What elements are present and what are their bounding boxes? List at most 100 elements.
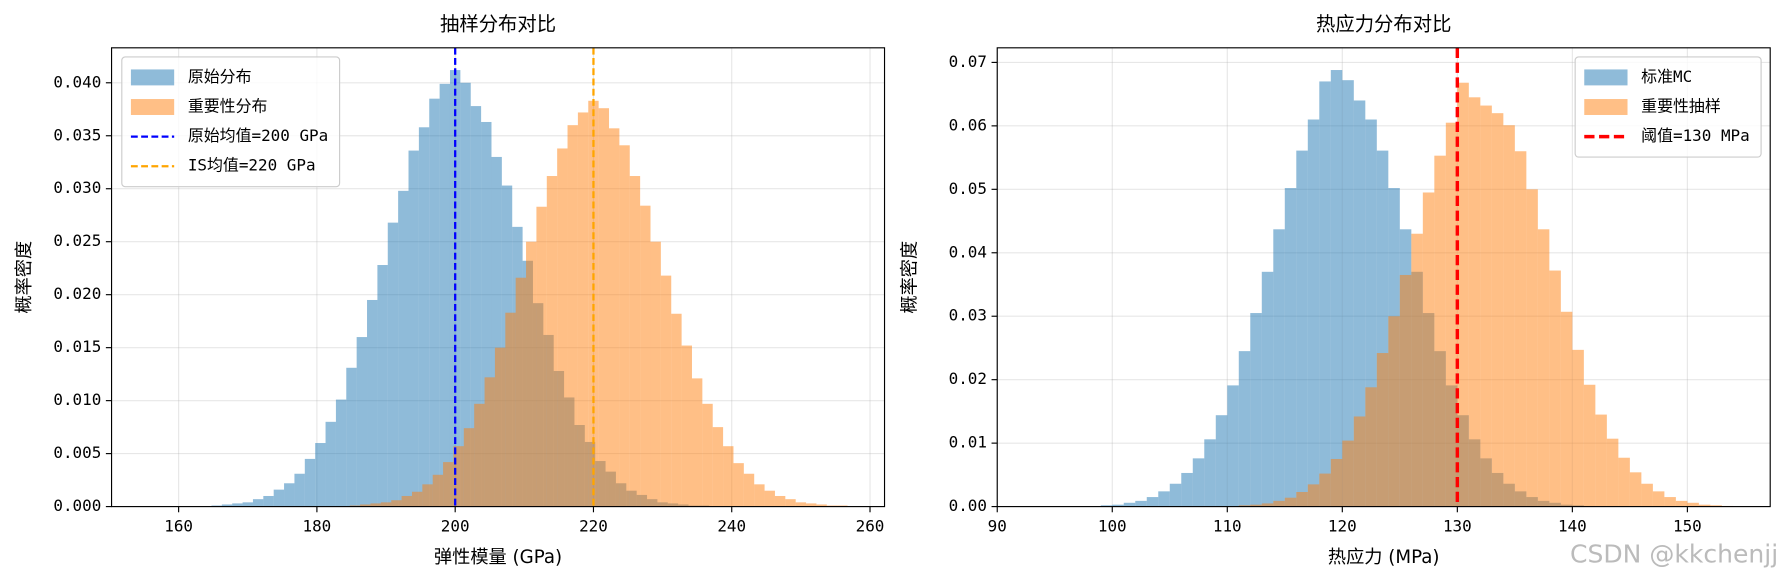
histogram-bar	[1319, 81, 1331, 507]
histogram-bar	[1480, 105, 1492, 507]
histogram-bar	[795, 502, 807, 507]
histogram-bar	[1123, 502, 1136, 507]
histogram-bar	[252, 499, 264, 507]
histogram-bar	[1238, 505, 1251, 507]
y-tick-label: 0.020	[53, 284, 101, 303]
histogram-bar	[1526, 189, 1538, 507]
histogram-bar	[432, 474, 444, 507]
histogram-bar	[1169, 483, 1182, 507]
histogram-bar	[1503, 125, 1515, 507]
histogram-bar	[221, 504, 233, 507]
histogram-bar	[474, 403, 485, 507]
x-tick-label: 240	[717, 517, 746, 536]
histogram-bar	[1652, 491, 1665, 507]
histogram-bar	[294, 473, 305, 507]
y-tick-label: 0.005	[53, 443, 101, 462]
histogram-bar	[1307, 119, 1320, 507]
histogram-bar	[1353, 416, 1366, 507]
y-tick-label: 0.030	[53, 178, 101, 197]
histogram-bar	[1330, 458, 1343, 507]
histogram-bar	[702, 403, 713, 507]
histogram-bar	[1273, 500, 1285, 507]
histogram-bar	[463, 428, 475, 507]
histogram-bar	[418, 127, 430, 507]
histogram-bar	[1330, 70, 1343, 507]
histogram-bar	[273, 489, 285, 507]
histogram-bar	[1273, 229, 1285, 507]
histogram-bar	[1422, 192, 1435, 507]
histogram-bar	[263, 495, 274, 507]
histogram-bar	[619, 145, 630, 507]
histogram-bar	[1204, 439, 1216, 507]
histogram-bar	[1457, 82, 1469, 507]
histogram-bar	[1296, 491, 1308, 507]
chart-title: 抽样分布对比	[440, 13, 556, 36]
histogram-bar	[1687, 502, 1699, 507]
histogram-bar	[491, 156, 502, 507]
legend-label: 原始均值=200 GPa	[188, 126, 328, 145]
y-tick-label: 0.07	[949, 52, 987, 71]
histogram-bar	[691, 378, 703, 507]
histogram-bar	[429, 98, 440, 507]
histogram-bar	[1342, 80, 1354, 507]
histogram-bar	[232, 503, 243, 507]
histogram-bar	[640, 205, 651, 507]
histogram-bar	[1100, 505, 1113, 507]
y-tick-label: 0.01	[949, 433, 987, 452]
histogram-bar	[1583, 384, 1596, 507]
histogram-bar	[411, 491, 423, 507]
histogram-bar	[1238, 351, 1251, 507]
legend-frame	[121, 56, 341, 188]
histogram-bar	[764, 490, 775, 507]
histogram-bar	[557, 148, 568, 507]
histogram-bar	[1376, 150, 1389, 507]
histogram-bar	[650, 241, 661, 507]
y-tick-label: 0.000	[53, 496, 101, 515]
legend-label: 重要性分布	[188, 97, 268, 116]
histogram-bar	[494, 347, 506, 507]
histogram-bar	[377, 265, 388, 507]
y-tick-label: 0.035	[53, 125, 101, 144]
histogram-bar	[391, 500, 402, 507]
histogram-bar	[546, 176, 558, 507]
histogram-bar	[398, 190, 409, 507]
histogram-bar	[515, 277, 527, 507]
histogram-bar	[401, 495, 412, 507]
histogram-bar	[1629, 472, 1642, 507]
legend-swatch	[1584, 99, 1628, 115]
histogram-bar	[453, 446, 464, 507]
x-tick-label: 150	[1673, 517, 1702, 536]
histogram-bar	[439, 83, 450, 507]
histogram-bar	[1399, 274, 1412, 507]
x-tick-label: 120	[1328, 517, 1357, 536]
histogram-bar	[526, 241, 537, 507]
histogram-bar	[460, 82, 471, 507]
x-tick-label: 90	[988, 517, 1007, 536]
histogram-bar	[681, 345, 692, 507]
histogram-bar	[242, 502, 253, 507]
histogram-bar	[1388, 316, 1400, 507]
histogram-bar	[660, 275, 672, 507]
histogram-bar	[1365, 119, 1377, 507]
histogram-bar	[304, 458, 316, 507]
histogram-bar	[1146, 497, 1159, 507]
histogram-bar	[422, 484, 433, 507]
histogram-bar	[785, 499, 796, 507]
y-tick-label: 0.040	[53, 72, 101, 91]
histogram-bar	[1353, 100, 1366, 507]
y-tick-label: 0.025	[53, 231, 101, 250]
legend-label: 原始分布	[188, 67, 252, 86]
histogram-bar	[1158, 491, 1170, 507]
legend-swatch	[1584, 69, 1628, 86]
histogram-bar	[1710, 505, 1722, 507]
histogram-bar	[1227, 385, 1239, 507]
histogram-bar	[743, 473, 755, 507]
histogram-bar	[1468, 97, 1481, 507]
x-axis-label: 弹性模量 (GPa)	[434, 547, 562, 568]
legend-label: 标准MC	[1641, 67, 1692, 86]
histogram-bar	[387, 222, 399, 507]
x-tick-label: 200	[441, 517, 470, 536]
histogram-bar	[1572, 349, 1584, 507]
